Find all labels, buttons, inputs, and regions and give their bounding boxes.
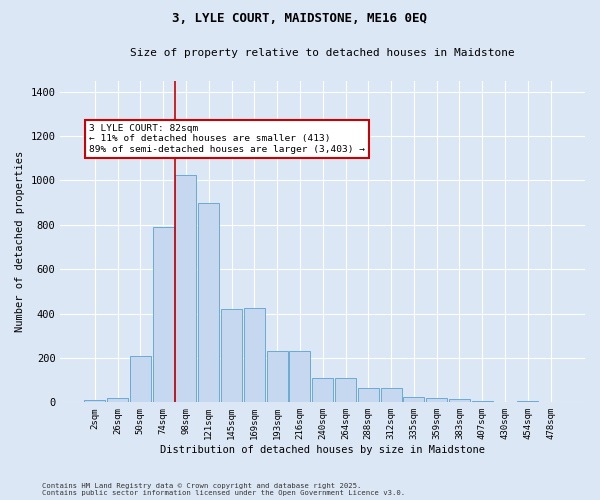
Bar	[198, 202, 219, 402]
Bar	[152, 227, 173, 402]
Bar	[472, 400, 493, 402]
Bar	[380, 388, 401, 402]
Bar	[266, 352, 287, 403]
Bar	[449, 399, 470, 402]
Bar	[358, 388, 379, 402]
Bar	[289, 352, 310, 403]
X-axis label: Distribution of detached houses by size in Maidstone: Distribution of detached houses by size …	[160, 445, 485, 455]
Text: Contains HM Land Registry data © Crown copyright and database right 2025.: Contains HM Land Registry data © Crown c…	[42, 483, 361, 489]
Bar	[107, 398, 128, 402]
Bar	[130, 356, 151, 403]
Bar	[403, 397, 424, 402]
Bar	[175, 175, 196, 402]
Text: 3 LYLE COURT: 82sqm
← 11% of detached houses are smaller (413)
89% of semi-detac: 3 LYLE COURT: 82sqm ← 11% of detached ho…	[89, 124, 365, 154]
Title: Size of property relative to detached houses in Maidstone: Size of property relative to detached ho…	[130, 48, 515, 58]
Bar	[335, 378, 356, 402]
Text: 3, LYLE COURT, MAIDSTONE, ME16 0EQ: 3, LYLE COURT, MAIDSTONE, ME16 0EQ	[173, 12, 427, 26]
Bar	[426, 398, 447, 402]
Bar	[221, 309, 242, 402]
Bar	[312, 378, 333, 402]
Bar	[84, 400, 105, 402]
Y-axis label: Number of detached properties: Number of detached properties	[15, 151, 25, 332]
Text: Contains public sector information licensed under the Open Government Licence v3: Contains public sector information licen…	[42, 490, 405, 496]
Bar	[517, 400, 538, 402]
Bar	[244, 308, 265, 402]
